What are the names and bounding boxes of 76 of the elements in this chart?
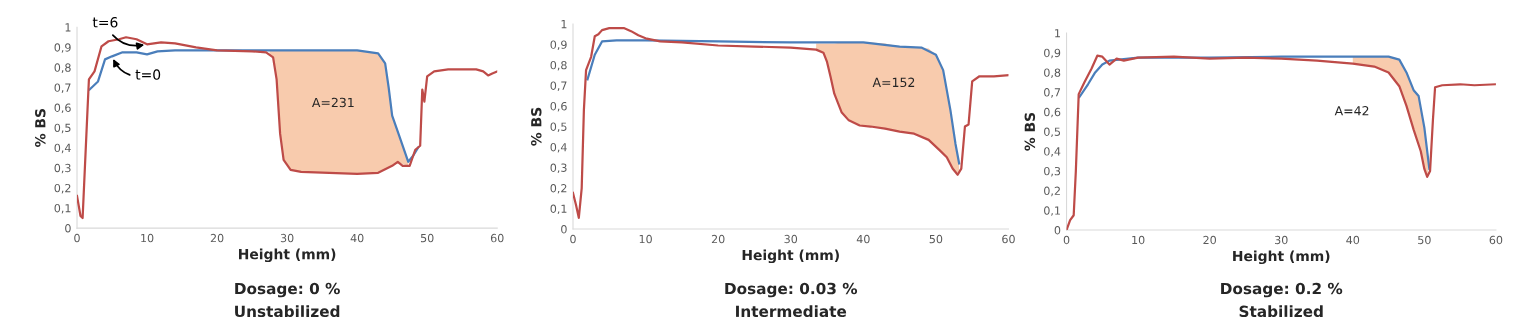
y-tick-label: 0 xyxy=(65,224,71,233)
x-axis-title: Height (mm) xyxy=(1233,250,1330,265)
text: Stabilized xyxy=(1239,305,1323,318)
y-tick-label: 0,5 xyxy=(1044,127,1061,138)
y-tick-label: 0,6 xyxy=(54,103,71,114)
line-series xyxy=(1078,55,1431,171)
y-tick-label: 1 xyxy=(65,23,71,32)
x-tick-label: 60 xyxy=(490,233,504,243)
y-tick-label: 0,7 xyxy=(550,81,567,92)
x-tick-label: 40 xyxy=(856,234,870,244)
x-axis-title: Height (mm) xyxy=(742,249,839,264)
y-tick-label: 0,3 xyxy=(550,163,567,174)
x-tick-label: 0 xyxy=(570,234,576,244)
y-tick-label: 0,2 xyxy=(550,184,567,194)
y-tick-label: 0,9 xyxy=(550,40,567,50)
x-tick-label: 0 xyxy=(1063,235,1070,245)
y-tick-label: 0,2 xyxy=(1044,186,1060,197)
y-tick-label: 0,3 xyxy=(1044,166,1061,177)
line-series xyxy=(586,39,961,165)
x-tick-label: 60 xyxy=(1489,235,1503,245)
x-tick-label: 50 xyxy=(420,233,434,243)
y-tick-label: 0,8 xyxy=(54,63,71,73)
x-tick-label: 40 xyxy=(350,233,364,243)
text: Intermediate xyxy=(736,305,847,318)
annotation: A=231 xyxy=(311,97,354,108)
x-tick-label: 10 xyxy=(141,233,154,243)
y-tick-label: 0,9 xyxy=(1044,48,1061,59)
y-tick-label: 0,5 xyxy=(550,122,567,133)
y-tick-label: 0,1 xyxy=(1044,206,1060,216)
x-axis-title: Height (mm) xyxy=(239,248,336,263)
x-tick-label: 10 xyxy=(639,234,652,244)
line-series xyxy=(77,36,498,220)
y-tick-label: 0,6 xyxy=(550,101,567,112)
text: Dosage: 0.2 % xyxy=(1221,282,1343,298)
y-axis-title: % BS xyxy=(35,109,46,147)
y-tick-label: 0,6 xyxy=(1044,107,1061,118)
y-tick-label: 0,7 xyxy=(54,83,71,93)
y-tick-label: 0 xyxy=(561,225,567,234)
x-tick-label: 30 xyxy=(784,234,798,244)
x-tick-label: 30 xyxy=(280,233,294,243)
y-tick-label: 0,8 xyxy=(550,60,567,71)
x-tick-label: 40 xyxy=(1346,235,1360,245)
y-tick-label: 0,9 xyxy=(54,43,71,53)
y-tick-label: 0,2 xyxy=(54,183,71,194)
annotation: t=0 xyxy=(135,69,161,80)
y-tick-label: 0,4 xyxy=(1044,147,1061,157)
x-tick-label: 50 xyxy=(1418,235,1431,245)
annotation: A=152 xyxy=(872,77,915,88)
line-series xyxy=(573,26,1009,219)
y-tick-label: 0,4 xyxy=(54,143,71,154)
y-tick-label: 1 xyxy=(1055,29,1060,38)
x-tick-label: 0 xyxy=(74,233,80,243)
y-axis-title: % BS xyxy=(1024,112,1036,151)
y-tick-label: 0,3 xyxy=(54,163,71,174)
x-tick-label: 30 xyxy=(1275,235,1288,245)
text: Dosage: 0 % xyxy=(235,282,340,298)
y-tick-label: 0 xyxy=(1054,226,1061,235)
text: Dosage: 0.03 % xyxy=(725,282,858,298)
x-tick-label: 20 xyxy=(1203,235,1216,245)
y-tick-label: 0,1 xyxy=(550,204,567,215)
y-tick-label: 0,4 xyxy=(550,143,567,153)
x-tick-label: 50 xyxy=(929,234,943,244)
x-tick-label: 20 xyxy=(711,234,725,244)
x-tick-label: 10 xyxy=(1132,235,1145,245)
text: Unstabilized xyxy=(235,305,340,318)
y-tick-label: 0,5 xyxy=(54,123,71,134)
y-axis-title: % BS xyxy=(531,107,542,146)
line-series xyxy=(88,49,420,163)
y-tick-label: 1 xyxy=(561,20,567,29)
x-tick-label: 20 xyxy=(210,233,224,243)
y-tick-label: 0,8 xyxy=(1044,68,1061,78)
annotation: A=42 xyxy=(1334,106,1369,116)
y-tick-label: 0,1 xyxy=(54,203,71,214)
y-tick-label: 0,7 xyxy=(1044,88,1061,98)
x-tick-label: 60 xyxy=(1002,234,1015,244)
annotation: t=6 xyxy=(92,16,118,28)
